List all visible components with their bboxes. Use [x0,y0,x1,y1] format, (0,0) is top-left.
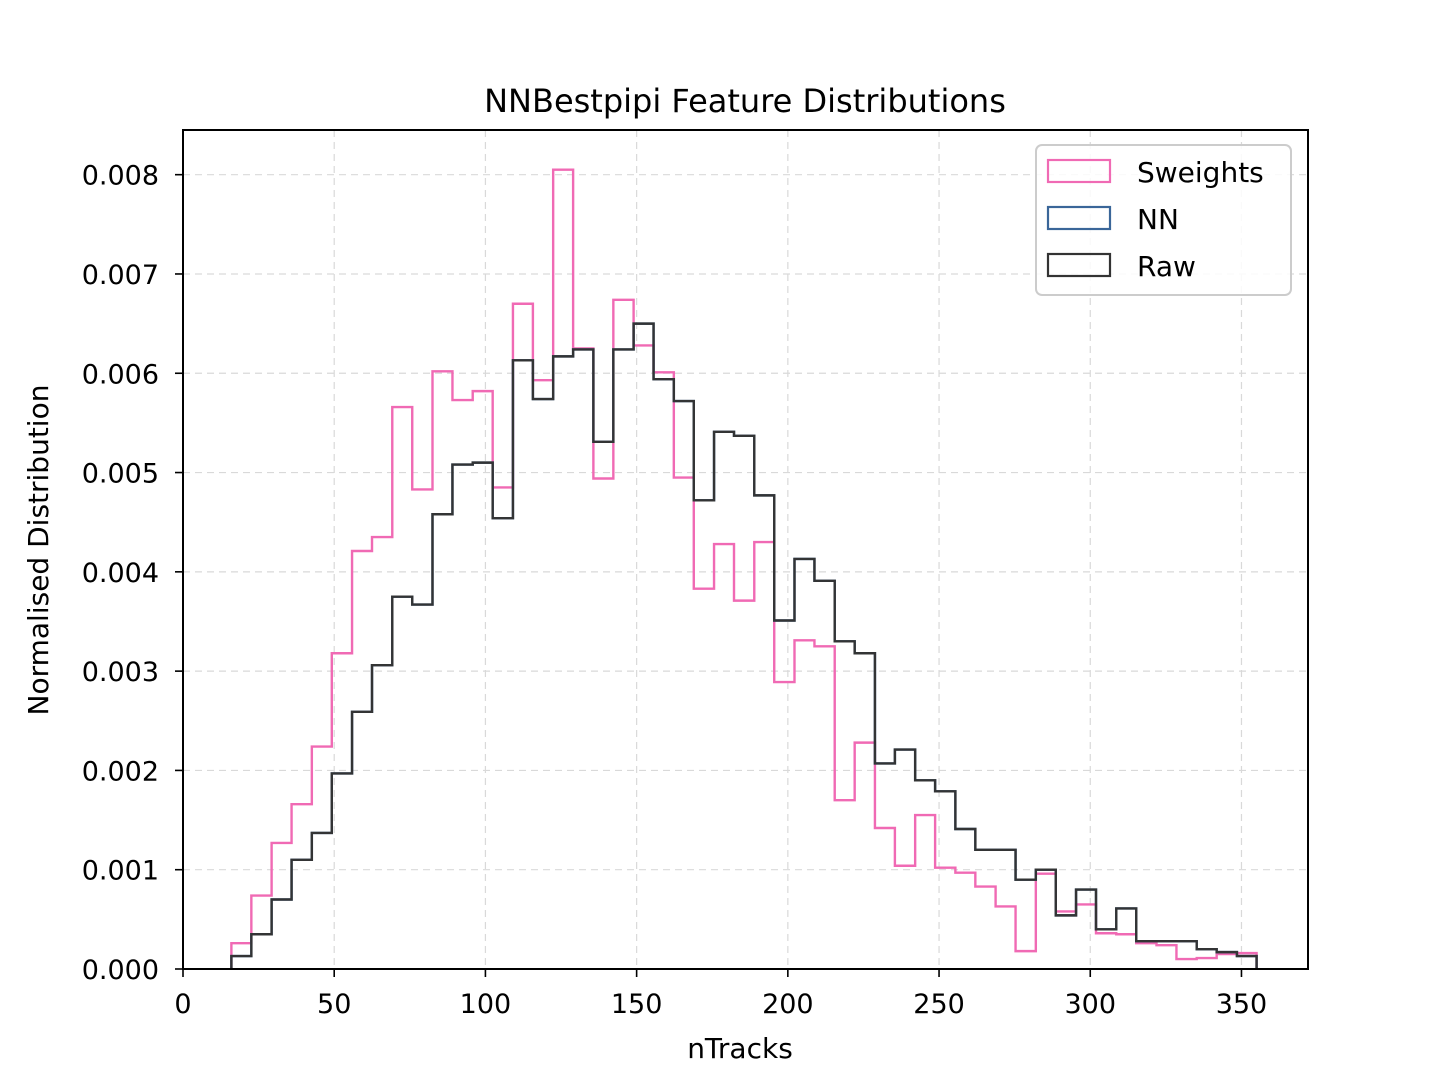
y-axis-ticks: 0.000 0.001 0.002 0.003 0.004 0.005 0.006 0.007… [82,161,183,986]
x-axis-ticks: 0 50 100 150 200 250 300 350 [174,969,1267,1020]
legend-label-raw: Raw [1137,250,1196,283]
y-axis-label: Normalised Distribution [22,385,55,716]
x-tick-label: 150 [611,989,663,1020]
x-axis-label: nTracks [687,1032,793,1065]
x-tick-label: 300 [1064,989,1116,1020]
x-tick-label: 250 [913,989,965,1020]
y-tick-label: 0.008 [82,161,159,192]
x-tick-label: 50 [317,989,351,1020]
y-tick-label: 0.003 [82,657,159,688]
plot-frame [182,129,1309,970]
legend-swatch-sweights [1046,158,1112,184]
legend-swatch-raw [1046,252,1112,278]
x-tick-label: 350 [1216,989,1268,1020]
legend-label-sweights: Sweights [1137,156,1264,189]
x-tick-label: 0 [174,989,191,1020]
y-tick-label: 0.007 [82,260,159,291]
series-layer [230,168,1258,969]
y-tick-label: 0.004 [82,558,159,589]
y-tick-label: 0.006 [82,359,159,390]
series-line-raw [230,322,1258,969]
y-tick-label: 0.002 [82,756,159,787]
legend-swatch-nn [1046,205,1112,231]
chart-title: NNBestpipi Feature Distributions [484,82,1006,120]
x-tick-label: 200 [762,989,814,1020]
y-tick-label: 0.000 [82,955,159,986]
y-tick-label: 0.005 [82,459,159,490]
y-tick-label: 0.001 [82,856,159,887]
series-line-sweights [230,168,1258,969]
x-tick-label: 100 [460,989,512,1020]
legend: Sweights NN Raw [1035,144,1292,296]
legend-label-nn: NN [1137,203,1179,236]
